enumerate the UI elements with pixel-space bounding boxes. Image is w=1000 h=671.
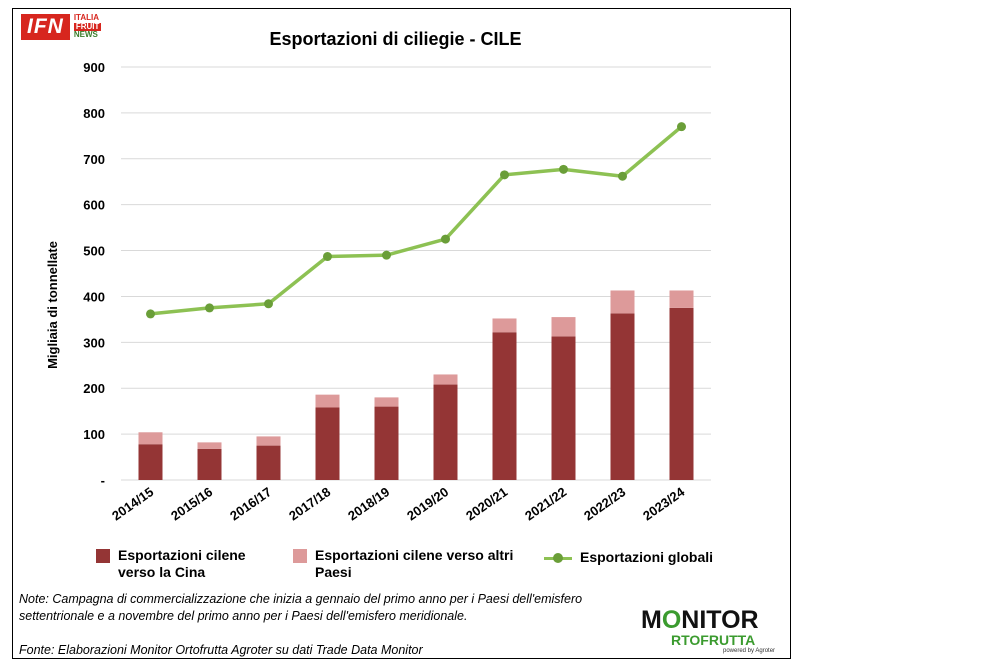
bar-other [138,432,163,445]
y-axis-label: Migliaia di tonnellate [45,241,60,369]
ifn-logo-line2: FRUIT [73,21,102,32]
y-tick-label: 800 [83,106,105,121]
monitor-logo-tagline: powered by Agroter [723,648,776,654]
legend-label-china-line2: verso la Cina [118,564,206,580]
x-tick-label: 2014/15 [109,484,156,523]
bar-other [433,374,458,385]
x-tick-label: 2020/21 [463,484,510,523]
x-tick-label: 2023/24 [640,484,688,524]
x-tick-label: 2021/22 [522,484,569,523]
bar-china [492,332,517,480]
legend-label-china: Esportazioni cilene verso la Cina [118,547,246,581]
bar-other [256,436,281,446]
y-tick-label: 100 [83,427,105,442]
bar-other [197,442,222,449]
x-tick-label: 2018/19 [345,484,392,523]
y-tick-label: 700 [83,152,105,167]
y-tick-label: 900 [83,60,105,75]
x-tick-label: 2015/16 [168,484,215,523]
global-series-line [150,125,683,316]
bar-other [374,397,399,407]
monitor-ortofrutta-logo: MONITOR RTOFRUTTA powered by Agroter [641,607,791,655]
legend-label-china-line1: Esportazioni cilene [118,547,246,563]
bar-china [256,445,281,480]
global-series-point [500,170,509,180]
y-tick-label: 200 [83,381,105,396]
bar-china [669,307,694,480]
chart-title: Esportazioni di ciliegie - CILE [269,29,522,49]
legend-label-other: Esportazioni cilene verso altri Paesi [315,547,513,581]
chart-frame: IFN ITALIA FRUIT NEWS Esportazioni di ci… [12,8,791,659]
y-tick-label: - [101,473,105,488]
y-tick-label: 300 [83,335,105,350]
global-series-point [205,303,214,313]
legend-item-global: Esportazioni globali [544,549,713,566]
legend-label-other-line1: Esportazioni cilene verso altri [315,547,514,563]
bar-other [492,318,517,333]
global-series-point [441,234,450,244]
x-tick-label: 2022/23 [581,484,628,523]
bar-china [551,336,576,480]
bar-china [610,313,635,480]
legend-item-other: Esportazioni cilene verso altri Paesi [293,547,513,581]
x-tick-label: 2017/18 [286,484,333,523]
global-series-point [618,171,627,181]
bar-other [610,290,635,314]
y-tick-label: 600 [83,198,105,213]
legend-swatch-china [96,549,110,563]
legend-swatch-global [544,551,572,565]
bar-china [433,384,458,480]
bar-china [197,448,222,480]
global-series-point [559,164,568,174]
y-tick-label: 400 [83,289,105,304]
legend-item-china: Esportazioni cilene verso la Cina [96,547,246,581]
bar-china [315,407,340,480]
chart-note: Note: Campagna di commercializzazione ch… [19,592,583,623]
bar-other [551,317,576,337]
ifn-logo-stack: ITALIA FRUIT NEWS [73,13,102,40]
ifn-logo-line1: ITALIA [73,13,100,23]
monitor-logo-line2: RTOFRUTTA [671,632,756,648]
legend-label-other-line2: Paesi [315,564,352,580]
ifn-logo-line3: NEWS [73,30,98,40]
global-series-point [264,299,273,309]
x-tick-label: 2016/17 [227,484,274,523]
ifn-logo: IFN ITALIA FRUIT NEWS [21,13,102,40]
legend-label-global: Esportazioni globali [580,549,714,565]
legend-swatch-other [293,549,307,563]
bar-other [669,290,694,308]
ifn-logo-box: IFN [21,14,70,40]
global-series-point [382,250,391,260]
chart-source: Fonte: Elaborazioni Monitor Ortofrutta A… [19,643,423,657]
monitor-logo-o: O [661,606,682,634]
global-series-point [323,252,332,262]
chart-plot: - 100 200 300 400 500 600 700 800 900 2014/15 2015/… [45,60,711,524]
global-series-point [677,122,686,132]
bar-china [138,444,163,480]
monitor-logo-rest: NITOR [681,606,759,634]
bar-china [374,406,399,480]
bar-other [315,394,340,408]
monitor-logo-line1: MONITOR [641,607,791,633]
global-series-point [146,309,155,319]
x-tick-label: 2019/20 [404,484,451,523]
y-tick-label: 500 [83,244,105,259]
monitor-logo-m: M [641,606,662,634]
